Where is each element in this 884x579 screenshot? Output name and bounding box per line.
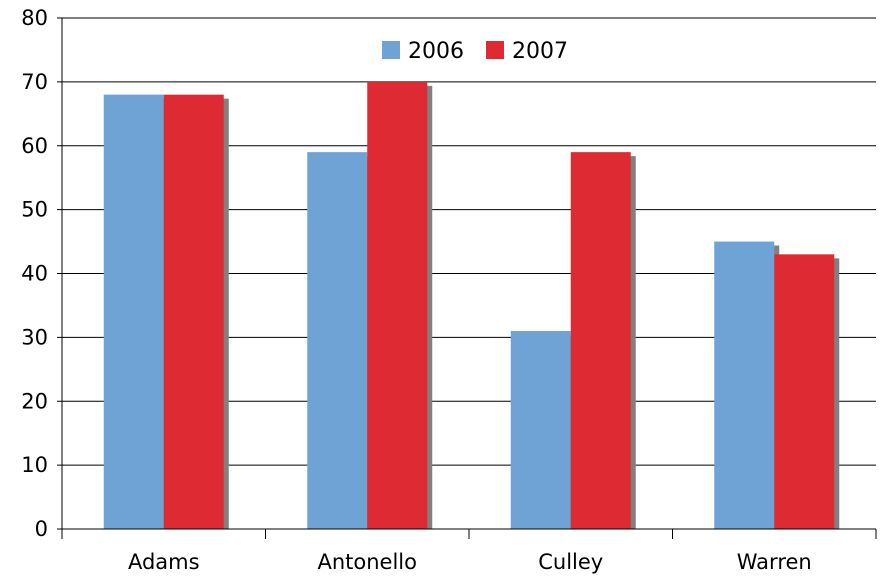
y-tick-label: 0	[35, 517, 48, 541]
legend-swatch	[382, 41, 400, 59]
y-tick-label: 80	[21, 6, 48, 30]
bar-culley-2007	[570, 152, 631, 529]
x-tick-label: Adams	[128, 550, 200, 574]
y-tick-label: 40	[21, 262, 48, 286]
y-tick-label: 20	[21, 389, 48, 413]
bar-antonello-2006	[307, 152, 368, 529]
x-tick-label: Warren	[737, 550, 812, 574]
y-tick-label: 30	[21, 325, 48, 349]
legend: 2006 2007	[382, 39, 568, 64]
bar-antonello-2007	[367, 81, 428, 529]
bar-culley-2006	[510, 330, 571, 529]
legend-swatch	[486, 41, 504, 59]
bar-adams-2007	[163, 94, 224, 530]
bar-warren-2007	[774, 254, 835, 529]
legend-label: 2007	[512, 39, 568, 64]
y-tick-label: 50	[21, 198, 48, 222]
x-tick-label: Antonello	[317, 550, 417, 574]
x-tick-labels: Adams Antonello Culley Warren	[128, 550, 812, 574]
axes	[57, 17, 877, 539]
legend-label: 2006	[408, 39, 464, 64]
bars	[103, 81, 835, 530]
y-tick-label: 70	[21, 70, 48, 94]
y-tick-label: 10	[21, 453, 48, 477]
y-tick-labels: 0 10 20 30 40 50 60 70 80	[21, 6, 48, 541]
x-tick-label: Culley	[538, 550, 603, 574]
bar-warren-2006	[714, 241, 775, 529]
bar-adams-2006	[103, 94, 164, 530]
y-tick-label: 60	[21, 134, 48, 158]
